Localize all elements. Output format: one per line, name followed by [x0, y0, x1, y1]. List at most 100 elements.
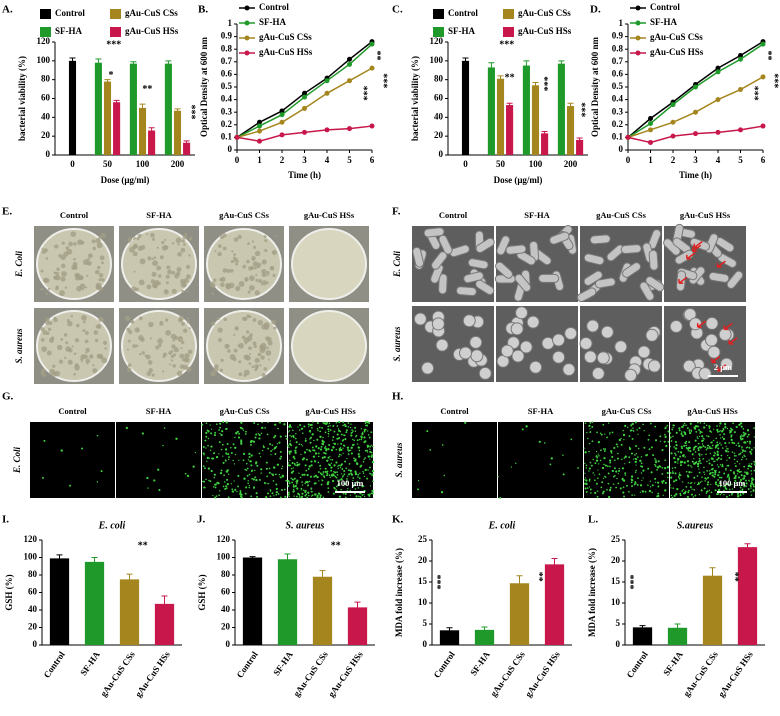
fluorescent-dot	[710, 447, 713, 450]
colony	[233, 257, 238, 263]
fluorescent-dot	[666, 424, 669, 427]
fluorescent-dot	[364, 457, 366, 459]
colony	[259, 364, 262, 367]
fluorescent-dot	[353, 457, 355, 460]
colony	[217, 317, 220, 321]
cell	[423, 227, 445, 238]
fluorescent-dot	[335, 476, 338, 479]
fluorescent-dot	[219, 432, 221, 435]
fluorescent-dot	[688, 489, 690, 492]
fluorescent-dot	[588, 450, 590, 453]
fluorescent-dot	[716, 453, 720, 457]
cell	[726, 270, 744, 289]
fluorescent-dot	[689, 486, 692, 489]
colony	[245, 357, 248, 360]
x-tick-label: SF-HA	[468, 649, 492, 677]
colony	[250, 266, 255, 270]
fluorescent-dot	[216, 482, 218, 484]
bar	[164, 63, 172, 155]
error-bar	[576, 137, 583, 143]
fluorescent-dot	[248, 452, 251, 456]
fluorescent-dot	[726, 459, 728, 461]
bar	[737, 547, 758, 645]
colony	[226, 344, 230, 348]
fluorescent-dot	[600, 433, 603, 436]
significance: ***	[538, 76, 549, 91]
fluorescent-dot	[628, 461, 631, 464]
cell	[475, 279, 495, 296]
colony	[66, 319, 70, 323]
bar	[506, 105, 514, 155]
fluorescent-dot	[340, 433, 343, 436]
marker	[693, 131, 698, 137]
fluorescent-dot	[240, 442, 243, 445]
colony	[151, 238, 155, 241]
fluorescent-dot	[354, 459, 357, 462]
fluorescent-dot	[705, 424, 708, 427]
colony	[65, 341, 69, 345]
fluorescent-dot	[81, 447, 84, 450]
fluorescent-dot	[739, 480, 741, 483]
colony	[157, 274, 162, 278]
cell	[526, 315, 540, 329]
fluorescent-dot	[238, 432, 241, 435]
tile-bg	[670, 422, 755, 498]
fluorescent-dot	[643, 446, 646, 449]
cell	[600, 325, 614, 339]
colony	[254, 368, 258, 372]
fluorescent-dot	[717, 488, 721, 492]
fluorescent-dot	[307, 468, 310, 470]
fluorescent-dot	[739, 478, 743, 482]
fluorescent-dot	[300, 487, 303, 490]
fluorescent-dot	[707, 435, 710, 438]
fluorescent-dot	[239, 426, 242, 429]
fluorescent-dot	[603, 456, 606, 460]
colony	[181, 340, 185, 345]
colony	[176, 370, 183, 377]
fluorescent-dot	[347, 475, 349, 477]
fluorescent-dot	[141, 432, 144, 435]
fluorescent-dot	[745, 458, 748, 460]
x-tick-label: 5	[347, 155, 352, 165]
fluorescent-dot	[339, 447, 342, 449]
fluorescent-dot	[267, 421, 269, 424]
fluorescent-dot	[309, 441, 312, 444]
fluorescent-dot	[205, 435, 208, 438]
fluorescent-dot	[630, 475, 634, 478]
fluorescent-dot	[366, 445, 370, 448]
colony	[260, 283, 264, 286]
fluorescent-dot	[682, 424, 685, 427]
fluorescent-dot	[220, 433, 223, 437]
image-tile	[664, 306, 746, 382]
fluorescent-dot	[687, 464, 690, 467]
fluorescent-dot	[358, 449, 361, 452]
colony	[135, 344, 139, 348]
fluorescent-dot	[651, 491, 653, 494]
x-axis-label: Time (h)	[679, 170, 712, 180]
colony	[41, 247, 44, 251]
fluorescent-dot	[347, 488, 349, 490]
cell	[708, 271, 730, 283]
error-bar	[139, 103, 146, 113]
fluorescent-dot	[210, 445, 213, 448]
fluorescent-dot	[705, 453, 707, 456]
marker	[347, 61, 352, 67]
fluorescent-dot	[604, 433, 606, 435]
fluorescent-dot	[713, 460, 715, 463]
fluorescent-dot	[354, 426, 357, 429]
fluorescent-dot	[332, 436, 335, 438]
fluorescent-dot	[273, 495, 275, 497]
colony	[222, 246, 227, 251]
fluorescent-dot	[684, 456, 686, 458]
fluorescent-dot	[362, 470, 364, 473]
marker	[369, 41, 375, 47]
fluorescent-dot	[748, 440, 752, 443]
fluorescent-dot	[327, 456, 330, 459]
colony	[271, 319, 277, 325]
fluorescent-dot	[717, 484, 720, 487]
fluorescent-dot	[721, 429, 724, 432]
colony	[211, 292, 215, 296]
panel-label: B.	[198, 4, 208, 16]
fluorescent-dot	[621, 478, 624, 481]
fluorescent-dot	[609, 465, 611, 468]
